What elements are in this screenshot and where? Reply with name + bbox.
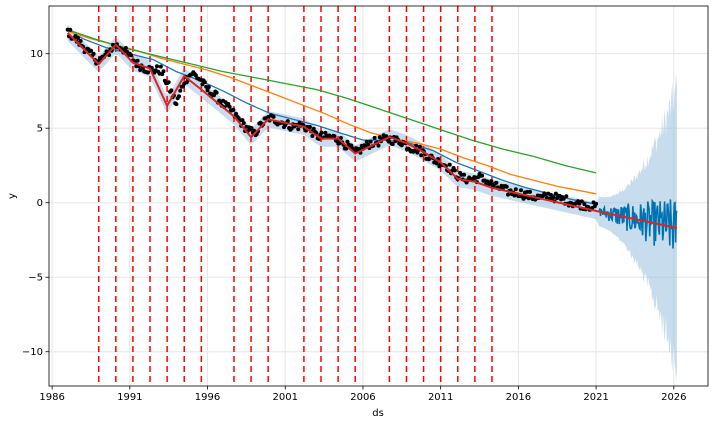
trend-line-segment — [66, 32, 678, 229]
observed-point — [419, 153, 424, 158]
observed-point — [494, 180, 499, 185]
x-tick-label: 1996 — [195, 392, 220, 403]
observed-point — [399, 143, 404, 148]
observed-point — [206, 85, 211, 89]
x-tick-label: 2006 — [350, 392, 375, 403]
observed-point — [158, 64, 163, 69]
observed-point — [447, 162, 452, 167]
observed-points — [65, 27, 599, 212]
observed-point — [307, 125, 312, 129]
observed-point — [91, 51, 96, 56]
observed-point — [368, 139, 373, 144]
observed-point — [212, 93, 216, 98]
changepoint-lines — [97, 6, 493, 386]
x-tick-label: 2016 — [506, 392, 531, 403]
observed-point — [452, 168, 457, 173]
observed-point — [310, 134, 315, 138]
series-line-orange — [67, 30, 597, 195]
observed-point — [161, 69, 166, 74]
plot-frame — [48, 5, 709, 387]
observed-point — [513, 187, 518, 192]
observed-point — [564, 194, 569, 199]
y-tick-label: 0 — [37, 198, 43, 209]
observed-point — [202, 80, 207, 85]
x-tick-label: 1991 — [117, 392, 142, 403]
observed-point — [311, 126, 316, 131]
observed-point — [376, 143, 381, 148]
x-axis-label: ds — [372, 408, 384, 419]
y-axis-label: y — [7, 193, 18, 199]
observed-point — [390, 142, 395, 147]
observed-point — [434, 161, 439, 166]
trend-line — [66, 32, 678, 229]
observed-point — [528, 189, 532, 194]
series-line-blue — [67, 29, 597, 205]
observed-point — [123, 46, 128, 50]
observed-point — [594, 201, 599, 206]
forecast-line — [598, 198, 678, 249]
observed-point — [231, 107, 236, 112]
series-line-green — [67, 29, 597, 174]
observed-point — [234, 111, 238, 116]
observed-point — [214, 90, 219, 95]
forecast-yhat-line — [598, 198, 678, 249]
observed-point — [178, 88, 183, 93]
observed-point — [319, 130, 324, 135]
observed-point — [169, 88, 174, 93]
observed-point — [89, 48, 93, 53]
x-tick-label: 2026 — [661, 392, 686, 403]
observed-point — [249, 126, 254, 131]
grid — [49, 6, 708, 386]
y-tick-label: 10 — [30, 49, 43, 60]
observed-point — [561, 196, 566, 201]
observed-point — [427, 157, 431, 162]
x-tick-label: 2021 — [583, 392, 608, 403]
observed-point — [489, 179, 494, 184]
observed-point — [480, 173, 485, 178]
x-tick-label: 2011 — [428, 392, 453, 403]
observed-point — [582, 202, 587, 207]
plot-background — [49, 6, 708, 386]
observed-point — [357, 147, 362, 151]
observed-point — [506, 192, 510, 197]
observed-point — [417, 144, 422, 149]
x-tick-label: 2001 — [273, 392, 298, 403]
observed-point — [504, 184, 509, 189]
series-lines — [67, 29, 597, 205]
observed-point — [68, 27, 73, 32]
observed-point — [205, 88, 210, 93]
x-axis-ticks: 1986 1991 1996 2001 2006 2011 2016 2021 2026 — [39, 386, 687, 403]
observed-point — [174, 102, 179, 107]
observed-point — [519, 188, 523, 193]
observed-point — [332, 134, 337, 139]
y-tick-label: −10 — [22, 347, 43, 358]
observed-point — [166, 80, 171, 85]
observed-point — [551, 195, 556, 200]
observed-point — [76, 36, 80, 40]
observed-point — [146, 70, 150, 75]
observed-point — [462, 172, 466, 177]
observed-point — [285, 119, 290, 124]
observed-point — [579, 199, 584, 204]
observed-point — [135, 58, 140, 63]
observed-point — [241, 121, 246, 125]
observed-point — [177, 94, 181, 99]
observed-point — [227, 104, 232, 109]
observed-point — [548, 192, 553, 197]
y-axis-ticks: −10 −5 0 5 10 — [22, 49, 49, 358]
y-tick-label: −5 — [28, 273, 43, 284]
observed-point — [364, 139, 369, 144]
observed-point — [129, 53, 134, 58]
observed-point — [155, 64, 159, 69]
y-tick-label: 5 — [37, 124, 43, 135]
observed-point — [271, 114, 276, 119]
x-tick-label: 1986 — [39, 392, 64, 403]
observed-point — [372, 135, 377, 140]
observed-point — [296, 127, 301, 132]
observed-point — [78, 39, 83, 43]
observed-point — [193, 73, 198, 78]
